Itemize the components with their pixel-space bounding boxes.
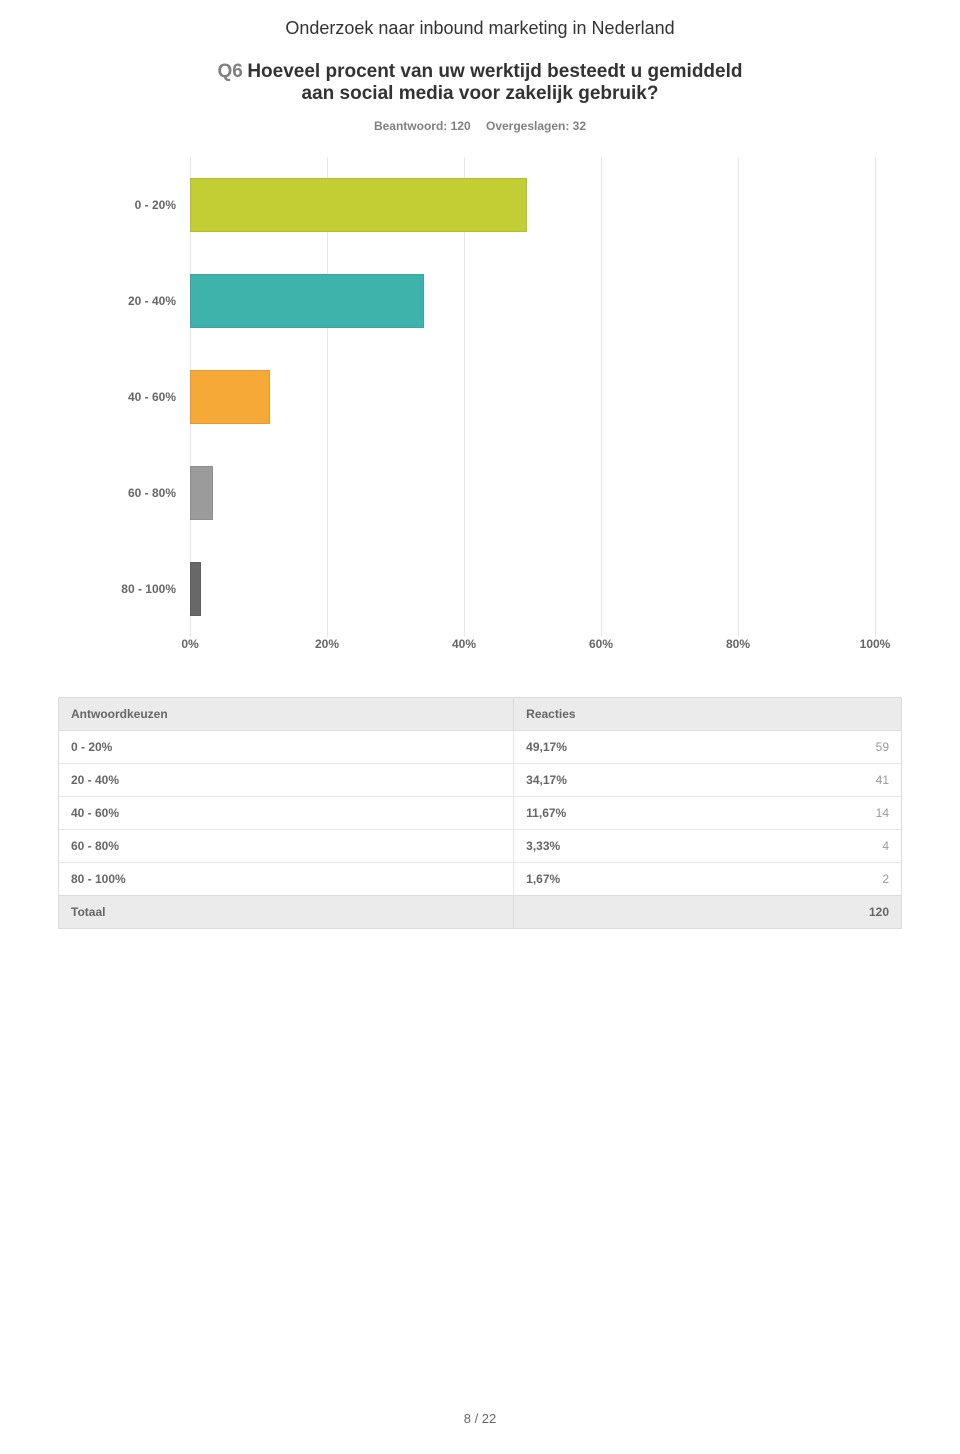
cell-percent: 3,33% bbox=[514, 830, 831, 863]
x-tick-label: 20% bbox=[315, 637, 339, 651]
table-row: 60 - 80%3,33%4 bbox=[59, 830, 901, 863]
question-prefix: Q6 bbox=[218, 61, 243, 82]
x-axis: 0%20%40%60%80%100% bbox=[190, 637, 875, 659]
cell-percent: 34,17% bbox=[514, 764, 831, 797]
y-axis-label: 60 - 80% bbox=[85, 486, 190, 500]
cell-percent: 1,67% bbox=[514, 863, 831, 896]
cell-count: 41 bbox=[831, 764, 901, 797]
table-row: 20 - 40%34,17%41 bbox=[59, 764, 901, 797]
table-row: 0 - 20%49,17%59 bbox=[59, 731, 901, 764]
skipped-count: Overgeslagen: 32 bbox=[486, 119, 586, 133]
table-footer-row: Totaal 120 bbox=[59, 896, 901, 929]
chart-row: 40 - 60% bbox=[85, 349, 875, 445]
gridline bbox=[875, 157, 876, 637]
table-header-row: Antwoordkeuzen Reacties bbox=[59, 698, 901, 731]
chart-row: 80 - 100% bbox=[85, 541, 875, 637]
bar bbox=[190, 178, 527, 232]
cell-count: 2 bbox=[831, 863, 901, 896]
x-tick-label: 0% bbox=[181, 637, 198, 651]
cell-label: 60 - 80% bbox=[59, 830, 514, 863]
bar bbox=[190, 274, 424, 328]
cell-label: 40 - 60% bbox=[59, 797, 514, 830]
col-header-choices: Antwoordkeuzen bbox=[59, 698, 514, 731]
chart-row: 20 - 40% bbox=[85, 253, 875, 349]
results-table: Antwoordkeuzen Reacties 0 - 20%49,17%592… bbox=[58, 697, 902, 929]
bar-chart: 0 - 20% 20 - 40% 40 - 60% 60 - 80% 80 - 100%… bbox=[85, 157, 875, 659]
page-number: 8 / 22 bbox=[0, 1411, 960, 1426]
answered-count: Beantwoord: 120 bbox=[374, 119, 471, 133]
bar-track bbox=[190, 157, 875, 253]
bar bbox=[190, 370, 270, 424]
cell-percent: 11,67% bbox=[514, 797, 831, 830]
response-meta: Beantwoord: 120 Overgeslagen: 32 bbox=[0, 119, 960, 133]
chart-row: 0 - 20% bbox=[85, 157, 875, 253]
bar-track bbox=[190, 253, 875, 349]
cell-count: 14 bbox=[831, 797, 901, 830]
y-axis-label: 20 - 40% bbox=[85, 294, 190, 308]
cell-label: 20 - 40% bbox=[59, 764, 514, 797]
chart-row: 60 - 80% bbox=[85, 445, 875, 541]
question-text: Hoeveel procent van uw werktijd besteedt… bbox=[247, 61, 742, 104]
footer-total: 120 bbox=[514, 896, 901, 929]
bar-track bbox=[190, 445, 875, 541]
bar bbox=[190, 562, 201, 616]
page-title: Onderzoek naar inbound marketing in Nede… bbox=[0, 0, 960, 39]
table-row: 80 - 100%1,67%2 bbox=[59, 863, 901, 896]
y-axis-label: 80 - 100% bbox=[85, 582, 190, 596]
table-row: 40 - 60%11,67%14 bbox=[59, 797, 901, 830]
y-axis-label: 0 - 20% bbox=[85, 198, 190, 212]
bar-track bbox=[190, 349, 875, 445]
cell-label: 0 - 20% bbox=[59, 731, 514, 764]
x-tick-label: 100% bbox=[860, 637, 891, 651]
x-tick-label: 40% bbox=[452, 637, 476, 651]
cell-count: 59 bbox=[831, 731, 901, 764]
footer-label: Totaal bbox=[59, 896, 514, 929]
cell-percent: 49,17% bbox=[514, 731, 831, 764]
y-axis-label: 40 - 60% bbox=[85, 390, 190, 404]
x-tick-label: 80% bbox=[726, 637, 750, 651]
cell-count: 4 bbox=[831, 830, 901, 863]
x-tick-label: 60% bbox=[589, 637, 613, 651]
question-block: Q6 Hoeveel procent van uw werktijd beste… bbox=[0, 61, 960, 105]
col-header-responses: Reacties bbox=[514, 698, 901, 731]
bar-track bbox=[190, 541, 875, 637]
cell-label: 80 - 100% bbox=[59, 863, 514, 896]
bar bbox=[190, 466, 213, 520]
